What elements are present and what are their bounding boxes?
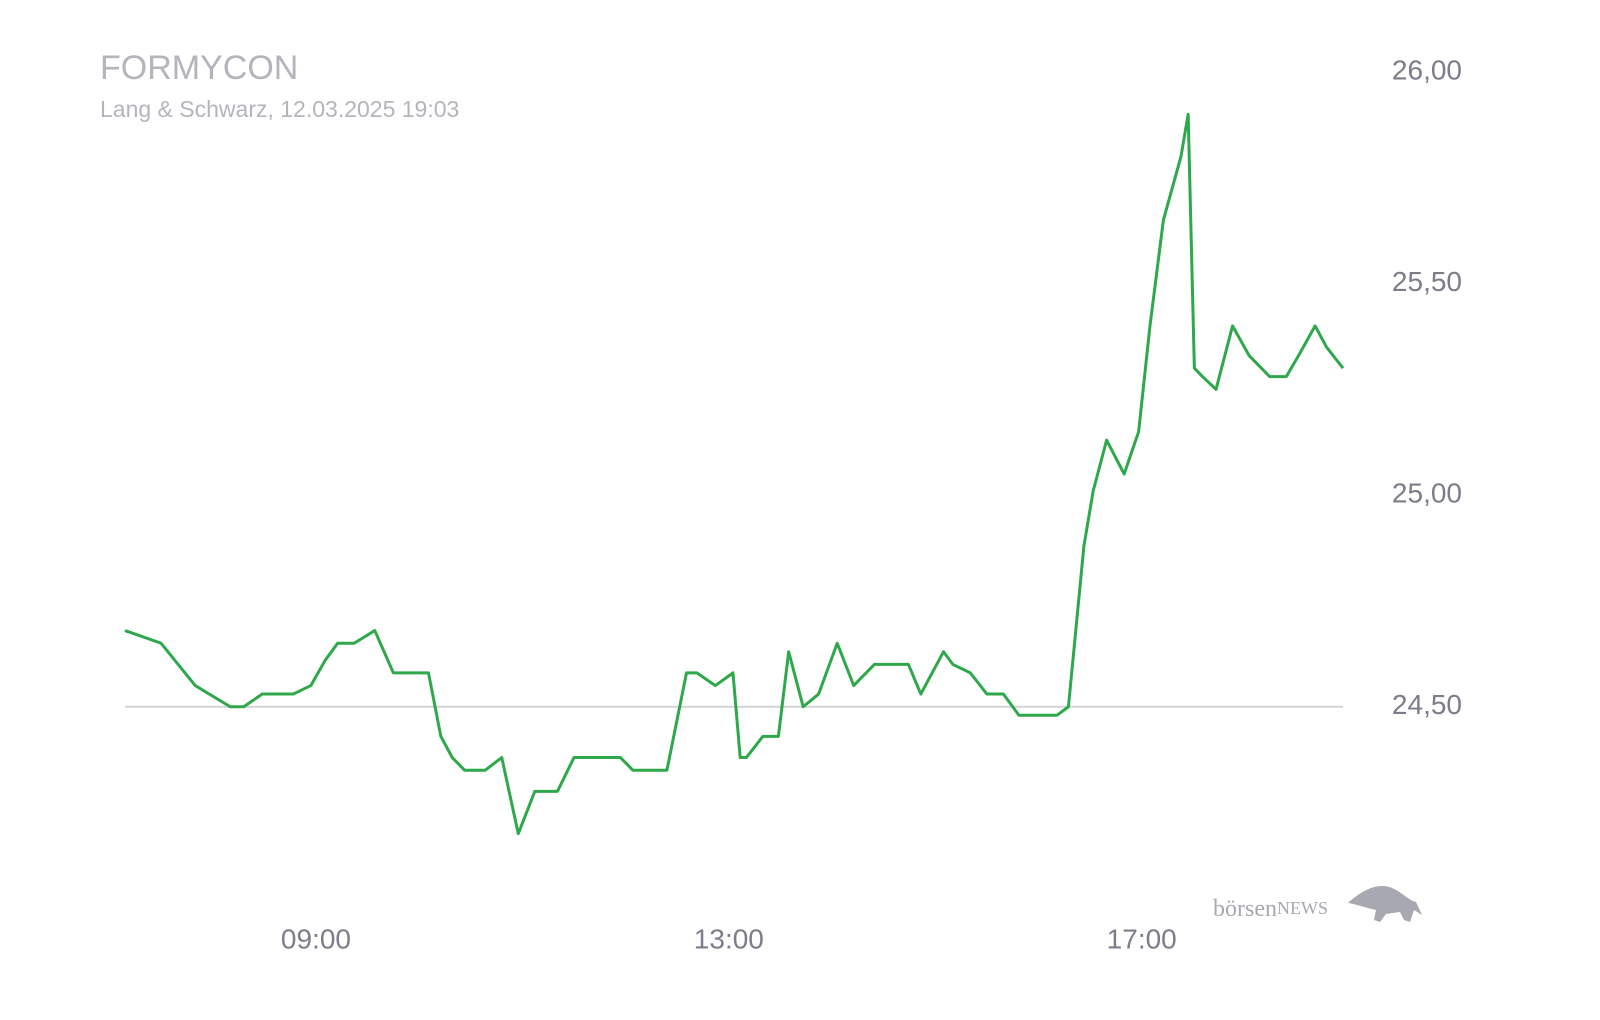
watermark-part: NEWS [1277, 898, 1328, 918]
x-tick-label: 09:00 [281, 923, 351, 954]
y-tick-label: 25,50 [1392, 266, 1462, 297]
chart-subtitle: Lang & Schwarz, 12.03.2025 19:03 [100, 96, 459, 122]
watermark: börsenNEWS [1213, 885, 1422, 922]
y-tick-label: 24,50 [1392, 689, 1462, 720]
watermark-icon [1348, 885, 1422, 922]
chart-title: FORMYCON [100, 49, 298, 87]
y-tick-label: 25,00 [1392, 478, 1462, 509]
watermark-part: börsen [1213, 896, 1277, 922]
watermark-text: börsenNEWS [1213, 896, 1328, 922]
line-series [124, 112, 1345, 836]
x-tick-label: 17:00 [1107, 923, 1177, 954]
x-tick-label: 13:00 [694, 923, 764, 954]
y-tick-label: 26,00 [1392, 54, 1462, 85]
